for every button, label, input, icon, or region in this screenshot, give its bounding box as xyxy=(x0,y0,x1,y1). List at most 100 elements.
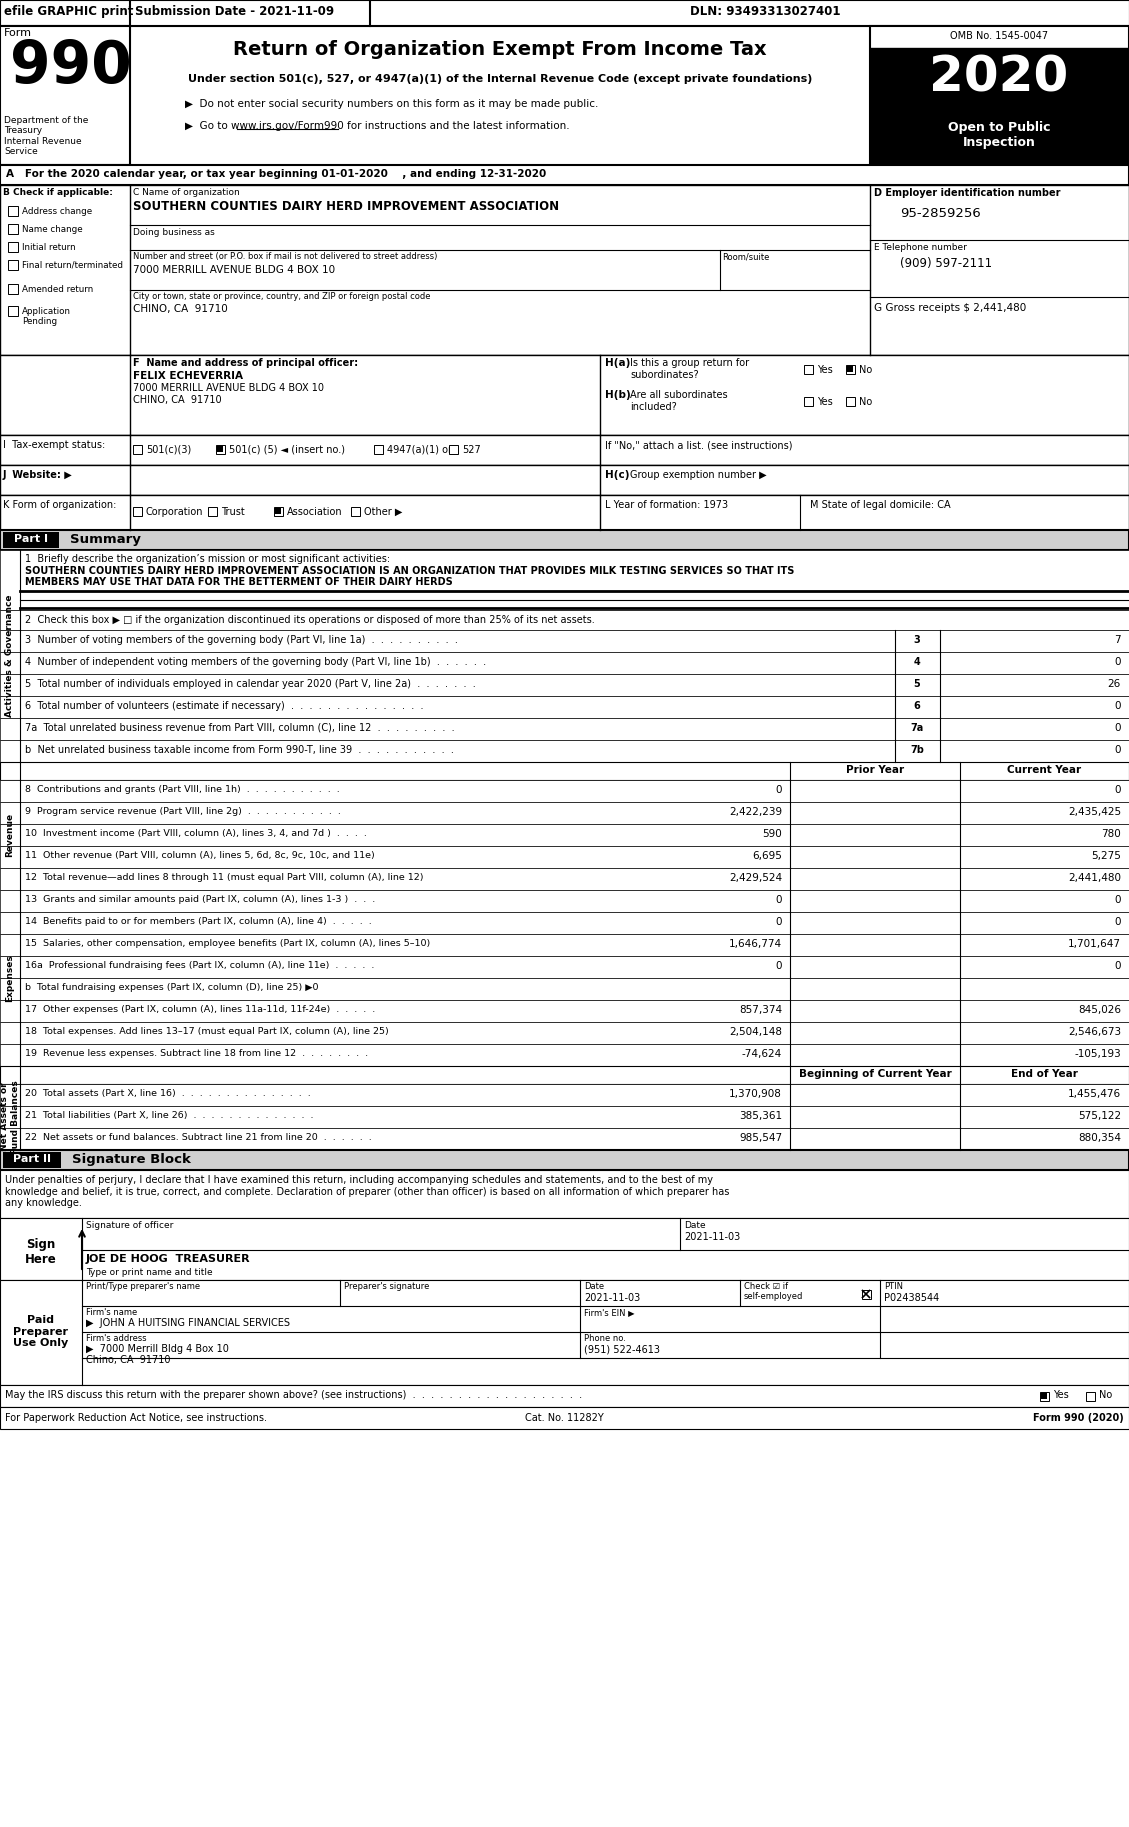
Bar xyxy=(0,846,1129,868)
Bar xyxy=(132,444,141,453)
Text: 6: 6 xyxy=(913,702,920,711)
Text: 10  Investment income (Part VIII, column (A), lines 3, 4, and 7d )  .  .  .  .: 10 Investment income (Part VIII, column … xyxy=(25,829,367,839)
Text: Date: Date xyxy=(584,1283,604,1292)
Bar xyxy=(8,259,18,270)
Text: Phone no.: Phone no. xyxy=(584,1334,625,1343)
Bar xyxy=(0,890,1129,912)
Bar xyxy=(0,1169,1129,1219)
Text: 1,646,774: 1,646,774 xyxy=(729,939,782,948)
Text: 7: 7 xyxy=(1114,636,1121,645)
Text: included?: included? xyxy=(630,402,676,413)
Bar xyxy=(870,48,1129,113)
Text: 0: 0 xyxy=(1114,917,1121,926)
Text: Association: Association xyxy=(287,508,342,517)
Text: Form 990 (2020): Form 990 (2020) xyxy=(1033,1412,1124,1423)
Bar xyxy=(0,1043,1129,1065)
Bar xyxy=(0,740,1129,762)
Text: Yes: Yes xyxy=(817,396,833,407)
Text: Signature Block: Signature Block xyxy=(72,1153,191,1166)
Text: 2,435,425: 2,435,425 xyxy=(1068,808,1121,817)
Bar xyxy=(273,506,282,515)
Text: No: No xyxy=(859,396,873,407)
Bar xyxy=(0,999,1129,1021)
Text: C Name of organization: C Name of organization xyxy=(133,188,239,197)
Text: Number and street (or P.O. box if mail is not delivered to street address): Number and street (or P.O. box if mail i… xyxy=(133,252,437,261)
Text: OMB No. 1545-0047: OMB No. 1545-0047 xyxy=(949,31,1048,40)
Bar xyxy=(8,225,18,234)
Text: Part II: Part II xyxy=(14,1155,51,1164)
Text: 1,701,647: 1,701,647 xyxy=(1068,939,1121,948)
Text: 1  Briefly describe the organization’s mission or most significant activities:: 1 Briefly describe the organization’s mi… xyxy=(25,554,391,565)
Text: Prior Year: Prior Year xyxy=(846,766,904,775)
Text: -74,624: -74,624 xyxy=(742,1049,782,1060)
Text: Preparer's signature: Preparer's signature xyxy=(344,1283,429,1292)
Text: 4: 4 xyxy=(913,658,920,667)
Text: Address change: Address change xyxy=(21,206,93,216)
Text: 21  Total liabilities (Part X, line 26)  .  .  .  .  .  .  .  .  .  .  .  .  .  : 21 Total liabilities (Part X, line 26) .… xyxy=(25,1111,314,1120)
Bar xyxy=(3,532,59,548)
Text: Revenue: Revenue xyxy=(6,813,15,857)
Text: Print/Type preparer's name: Print/Type preparer's name xyxy=(86,1283,200,1292)
Text: Part I: Part I xyxy=(14,533,49,544)
Bar xyxy=(0,1083,1129,1105)
Text: 2021-11-03: 2021-11-03 xyxy=(584,1294,640,1303)
Text: 2020: 2020 xyxy=(929,53,1069,100)
Text: 17  Other expenses (Part IX, column (A), lines 11a-11d, 11f-24e)  .  .  .  .  .: 17 Other expenses (Part IX, column (A), … xyxy=(25,1005,375,1014)
Text: Department of the
Treasury
Internal Revenue
Service: Department of the Treasury Internal Reve… xyxy=(5,115,88,155)
Text: 26: 26 xyxy=(1108,680,1121,689)
Bar xyxy=(0,530,1129,550)
Text: 0: 0 xyxy=(776,786,782,795)
Text: 7b: 7b xyxy=(910,745,924,755)
Text: 857,374: 857,374 xyxy=(738,1005,782,1016)
Text: Firm's name: Firm's name xyxy=(86,1308,138,1317)
Text: 0: 0 xyxy=(776,895,782,904)
Text: A   For the 2020 calendar year, or tax year beginning 01-01-2020    , and ending: A For the 2020 calendar year, or tax yea… xyxy=(6,170,546,179)
Text: 985,547: 985,547 xyxy=(738,1133,782,1144)
Bar xyxy=(0,912,1129,934)
Text: D Employer identification number: D Employer identification number xyxy=(874,188,1060,197)
Text: K Form of organization:: K Form of organization: xyxy=(3,501,116,510)
Bar xyxy=(861,1290,870,1299)
Text: 385,361: 385,361 xyxy=(738,1111,782,1122)
Text: 5,275: 5,275 xyxy=(1091,851,1121,861)
Text: Beginning of Current Year: Beginning of Current Year xyxy=(798,1069,952,1080)
Text: 3: 3 xyxy=(913,636,920,645)
Text: Trust: Trust xyxy=(221,508,245,517)
Text: 14  Benefits paid to or for members (Part IX, column (A), line 4)  .  .  .  .  .: 14 Benefits paid to or for members (Part… xyxy=(25,917,371,926)
Bar xyxy=(0,1149,1129,1169)
Bar xyxy=(0,977,1129,999)
Bar xyxy=(870,26,1129,164)
Text: 22  Net assets or fund balances. Subtract line 21 from line 20  .  .  .  .  .  .: 22 Net assets or fund balances. Subtract… xyxy=(25,1133,371,1142)
Text: 880,354: 880,354 xyxy=(1078,1133,1121,1144)
Text: 7a  Total unrelated business revenue from Part VIII, column (C), line 12  .  .  : 7a Total unrelated business revenue from… xyxy=(25,723,455,733)
Text: Firm's EIN ▶: Firm's EIN ▶ xyxy=(584,1308,634,1317)
Bar xyxy=(0,164,1129,185)
Text: No: No xyxy=(859,365,873,375)
Bar xyxy=(0,1407,1129,1429)
Bar xyxy=(0,610,1129,630)
Bar xyxy=(0,1021,1129,1043)
Text: Expenses: Expenses xyxy=(6,954,15,1001)
Text: (951) 522-4613: (951) 522-4613 xyxy=(584,1345,660,1354)
Text: B Check if applicable:: B Check if applicable: xyxy=(3,188,113,197)
Text: SOUTHERN COUNTIES DAIRY HERD IMPROVEMENT ASSOCIATION: SOUTHERN COUNTIES DAIRY HERD IMPROVEMENT… xyxy=(133,199,559,214)
Bar xyxy=(0,435,1129,466)
Text: M State of legal domicile: CA: M State of legal domicile: CA xyxy=(809,501,951,510)
Bar xyxy=(0,1281,1129,1385)
Bar xyxy=(350,506,359,515)
Bar xyxy=(0,696,1129,718)
Text: Check ☑ if
self-employed: Check ☑ if self-employed xyxy=(744,1283,804,1301)
Text: E Telephone number: E Telephone number xyxy=(874,243,966,252)
Text: 780: 780 xyxy=(1101,829,1121,839)
Text: 7000 MERRILL AVENUE BLDG 4 BOX 10: 7000 MERRILL AVENUE BLDG 4 BOX 10 xyxy=(133,384,324,393)
Text: 0: 0 xyxy=(776,917,782,926)
Text: 19  Revenue less expenses. Subtract line 18 from line 12  .  .  .  .  .  .  .  .: 19 Revenue less expenses. Subtract line … xyxy=(25,1049,368,1058)
Bar xyxy=(8,305,18,316)
Text: Date: Date xyxy=(684,1220,706,1230)
Text: Application
Pending: Application Pending xyxy=(21,307,71,327)
Text: 1,455,476: 1,455,476 xyxy=(1068,1089,1121,1100)
Bar xyxy=(804,365,813,373)
Bar xyxy=(217,446,224,453)
Text: G Gross receipts $ 2,441,480: G Gross receipts $ 2,441,480 xyxy=(874,303,1026,312)
Bar xyxy=(1040,1392,1049,1401)
